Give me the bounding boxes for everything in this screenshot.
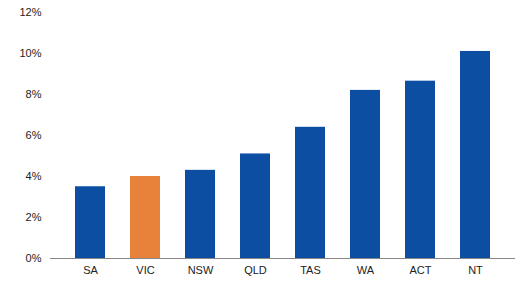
svg-text:12%: 12% [19, 6, 41, 18]
svg-text:QLD: QLD [244, 264, 267, 276]
svg-text:8%: 8% [26, 88, 42, 100]
svg-text:WA: WA [357, 264, 375, 276]
svg-text:0%: 0% [26, 252, 42, 264]
svg-text:NSW: NSW [188, 264, 214, 276]
svg-text:6%: 6% [26, 129, 42, 141]
svg-text:TAS: TAS [300, 264, 321, 276]
svg-text:10%: 10% [19, 47, 41, 59]
svg-text:ACT: ACT [410, 264, 432, 276]
svg-text:2%: 2% [26, 211, 42, 223]
svg-text:SA: SA [83, 264, 98, 276]
svg-text:VIC: VIC [136, 264, 154, 276]
svg-text:4%: 4% [26, 170, 42, 182]
svg-text:NT: NT [468, 264, 483, 276]
